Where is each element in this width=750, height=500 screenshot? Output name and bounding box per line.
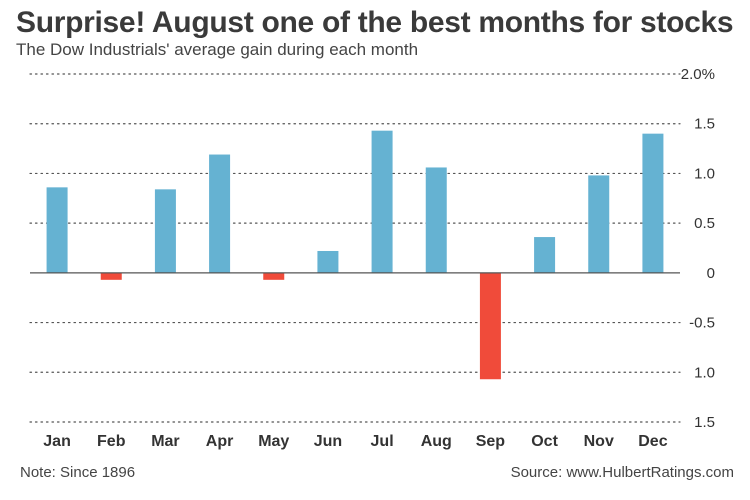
y-tick-label: 2.0% [681,66,715,83]
footnote: Note: Since 1896 [20,464,136,481]
x-tick-label: Aug [421,433,452,450]
x-tick-label: Mar [151,433,179,450]
y-tick-label: 0.5 [694,215,715,232]
x-tick-label: Feb [97,433,126,450]
y-tick-label: 0 [707,265,715,282]
x-tick-label: Jun [314,433,342,450]
bar-dec [642,133,664,273]
x-tick-label: May [258,433,289,450]
chart-subtitle: The Dow Industrials' average gain during… [16,40,419,59]
bar-may [263,272,285,280]
bar-jun [317,250,339,273]
bar-aug [425,167,447,273]
bar-mar [154,189,176,273]
source-credit: Source: www.HulbertRatings.com [510,464,734,481]
x-tick-label: Oct [531,433,558,450]
bar-feb [100,272,122,280]
bar-nov [588,175,610,273]
bar-jul [371,130,393,273]
x-tick-label: Nov [584,433,614,450]
bar-oct [534,237,556,273]
chart-title: Surprise! August one of the best months … [16,6,734,39]
x-tick-label: Jan [43,433,71,450]
bar-sep [479,272,501,380]
y-tick-label: 1.0 [694,165,715,182]
y-tick-label: 1.5 [694,414,715,431]
y-tick-label: -0.5 [689,315,715,332]
x-tick-label: Jul [371,433,394,450]
y-tick-label: 1.0 [694,364,715,381]
bar-apr [209,154,231,273]
bar-jan [46,187,68,273]
x-tick-label: Apr [206,433,234,450]
x-tick-label: Sep [476,433,506,450]
x-tick-label: Dec [638,433,667,450]
y-tick-label: 1.5 [694,116,715,133]
